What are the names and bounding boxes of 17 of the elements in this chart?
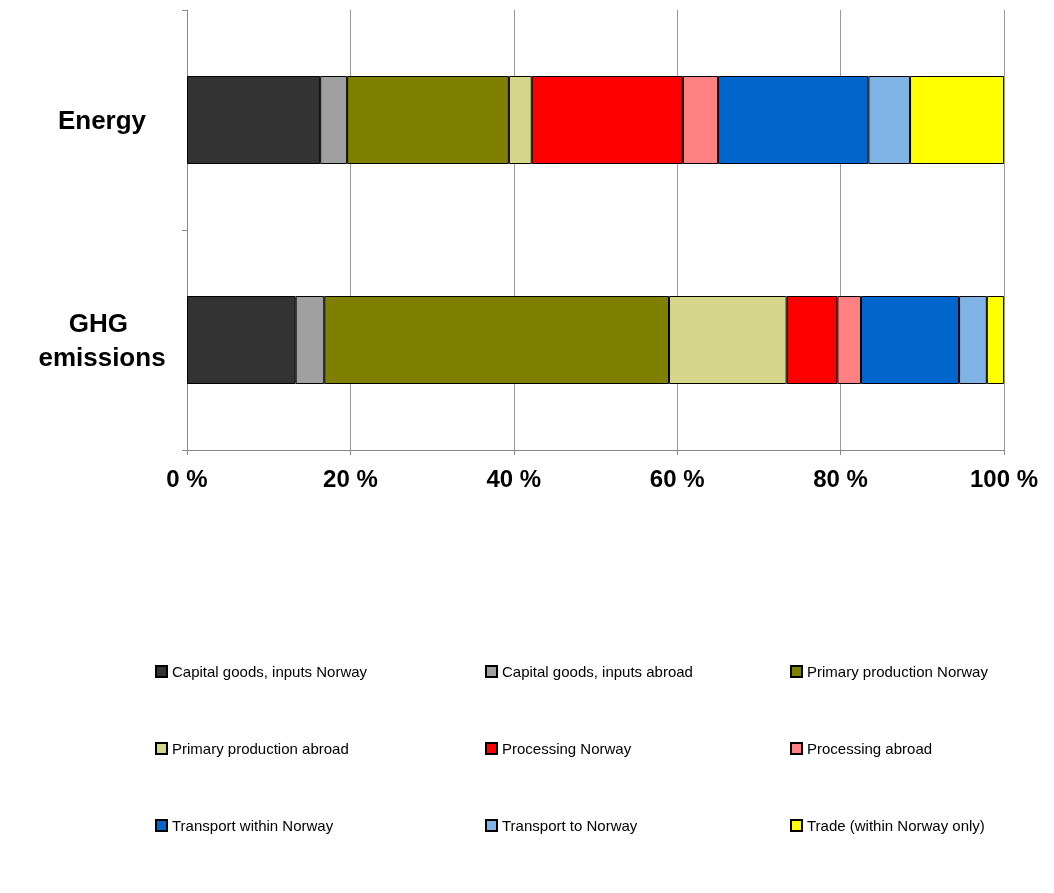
legend-label: Primary production abroad [172, 740, 349, 757]
x-tick-label: 20 % [323, 464, 378, 492]
legend-label: Transport within Norway [172, 817, 334, 834]
legend-label: Transport to Norway [502, 817, 638, 834]
x-tick-label: 40 % [486, 464, 542, 492]
legend-label: Processing Norway [502, 740, 632, 757]
x-tick-label: 60 % [649, 464, 705, 492]
legend-label: Primary production Norway [807, 663, 989, 680]
legend-label: Capital goods, inputs Norway [172, 663, 368, 680]
legend-label: Processing abroad [807, 740, 933, 757]
y-tick-label: GHG emissions [38, 308, 166, 372]
x-tick-label: 0 % [166, 464, 208, 492]
x-tick-label: 100 % [969, 464, 1039, 492]
legend-label: Capital goods, inputs abroad [502, 663, 693, 680]
x-tick-label: 80 % [813, 464, 868, 492]
legend-label: Trade (within Norway only) [807, 817, 985, 834]
y-tick-label: Energy [57, 105, 147, 135]
